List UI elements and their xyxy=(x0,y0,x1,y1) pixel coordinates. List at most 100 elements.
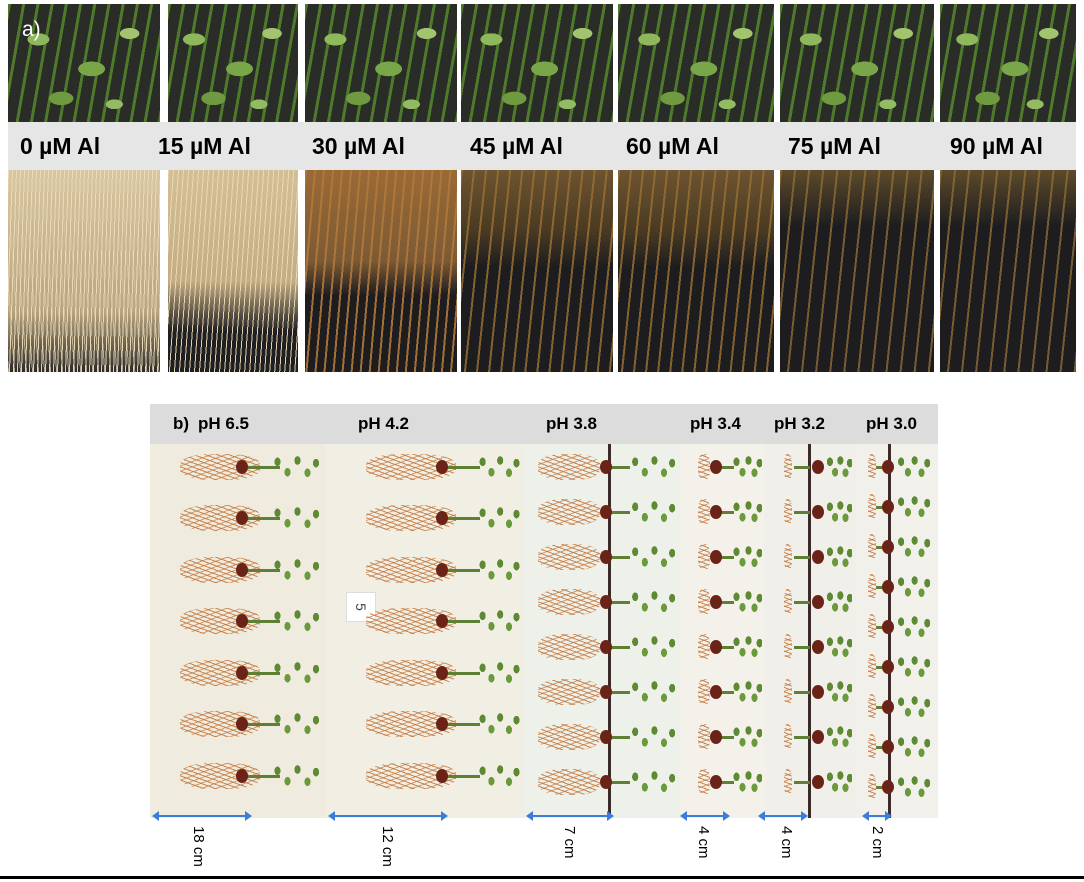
seed xyxy=(600,775,612,789)
seedling-leaves xyxy=(896,774,930,800)
shoot-area xyxy=(305,4,457,122)
root-area xyxy=(618,170,774,372)
seedling-root xyxy=(784,634,792,660)
root-area xyxy=(780,170,934,372)
seedling xyxy=(856,534,938,560)
seedling-leaves xyxy=(732,679,762,705)
seed xyxy=(236,665,248,680)
seedling-stem xyxy=(794,736,810,739)
seed xyxy=(882,780,894,794)
seed xyxy=(436,614,448,629)
seedling-leaves xyxy=(826,499,852,525)
shoot-area xyxy=(8,4,160,122)
panel-b-photo-ph34 xyxy=(680,444,764,818)
seed xyxy=(882,540,894,554)
seedling-root xyxy=(698,769,710,795)
seedling-leaves xyxy=(628,499,676,525)
seedling xyxy=(150,608,326,635)
seedling-root xyxy=(784,544,792,570)
seed xyxy=(710,730,722,744)
scale-arrow-ph38 xyxy=(526,811,614,821)
seedling-leaves xyxy=(826,589,852,615)
seedling-stem xyxy=(240,671,280,675)
seedling-root xyxy=(538,634,600,660)
seedling xyxy=(150,762,326,789)
seedling xyxy=(764,724,856,750)
seedling-stem xyxy=(240,517,280,521)
seedling xyxy=(856,694,938,720)
seedling-stem xyxy=(440,517,480,521)
seedling xyxy=(856,454,938,480)
label-ph34: pH 3.4 xyxy=(690,414,742,433)
panel-a-photo-15 xyxy=(168,4,298,372)
panel-a-aluminium-series: 0 µM Al 15 µM Al 30 µM Al 45 µM Al 60 µM… xyxy=(8,4,1076,376)
seedling xyxy=(764,634,856,660)
seedling-leaves xyxy=(896,694,930,720)
seedling-root xyxy=(784,724,792,750)
seedling-leaves xyxy=(628,454,676,480)
seedling xyxy=(326,454,524,480)
seedling-stem xyxy=(716,691,734,694)
seedling-stem xyxy=(716,556,734,559)
root-area xyxy=(461,170,613,372)
seedling-leaves xyxy=(476,454,520,480)
label-ph42: pH 4.2 xyxy=(358,414,410,433)
panel-a-photo-45 xyxy=(461,4,613,372)
seedling-root xyxy=(868,734,876,760)
panel-a-label-bar xyxy=(8,122,1076,170)
seedling-stem xyxy=(440,568,480,572)
bottom-rule xyxy=(0,876,1084,879)
seedling-leaves xyxy=(270,556,320,583)
seed xyxy=(812,595,824,609)
seedling-root xyxy=(538,724,600,750)
seedling-leaves xyxy=(826,634,852,660)
seedling-stem xyxy=(716,781,734,784)
seedling xyxy=(764,454,856,480)
seed xyxy=(812,730,824,744)
shoot-area xyxy=(940,4,1076,122)
seedling-root xyxy=(698,499,710,525)
seedling-stem xyxy=(604,601,630,604)
seedling-stem xyxy=(604,691,630,694)
seedling xyxy=(326,556,524,583)
seedling-stem xyxy=(240,466,280,469)
root-area xyxy=(305,170,457,372)
seedling-root xyxy=(698,589,710,615)
seed xyxy=(236,511,248,526)
seedling-leaves xyxy=(476,762,520,789)
seedling-stem xyxy=(440,620,480,624)
seedling xyxy=(524,499,680,525)
seedling-root xyxy=(538,589,600,615)
seedling xyxy=(524,679,680,705)
seedling-leaves xyxy=(732,724,762,750)
seedling-root xyxy=(538,454,600,480)
shoot-area xyxy=(780,4,934,122)
seedling-root xyxy=(868,774,876,800)
seedling-root xyxy=(538,769,600,795)
seedling-leaves xyxy=(476,659,520,686)
seedling-root xyxy=(784,499,792,525)
seedling xyxy=(856,654,938,680)
root-area xyxy=(940,170,1076,372)
seedling-root xyxy=(784,454,792,480)
seed xyxy=(710,505,722,519)
seedling xyxy=(150,505,326,532)
seedling xyxy=(524,454,680,480)
seedling-leaves xyxy=(732,589,762,615)
seedling xyxy=(680,679,764,705)
panel-a-photo-30 xyxy=(305,4,457,372)
seed xyxy=(436,717,448,732)
seedling-leaves xyxy=(270,711,320,738)
seedling-stem xyxy=(604,781,630,784)
seedling-stem xyxy=(240,620,280,624)
seedling xyxy=(680,499,764,525)
seed xyxy=(882,620,894,634)
seedling-leaves xyxy=(826,679,852,705)
seedling-leaves xyxy=(628,724,676,750)
seedling-leaves xyxy=(270,762,320,789)
label-30um: 30 µM Al xyxy=(312,133,405,159)
panel-b-photo-ph42: 5 xyxy=(326,444,524,818)
seedling-leaves xyxy=(270,505,320,532)
seedling-stem xyxy=(716,601,734,604)
scale-label-ph42: 12 cm xyxy=(379,826,396,867)
